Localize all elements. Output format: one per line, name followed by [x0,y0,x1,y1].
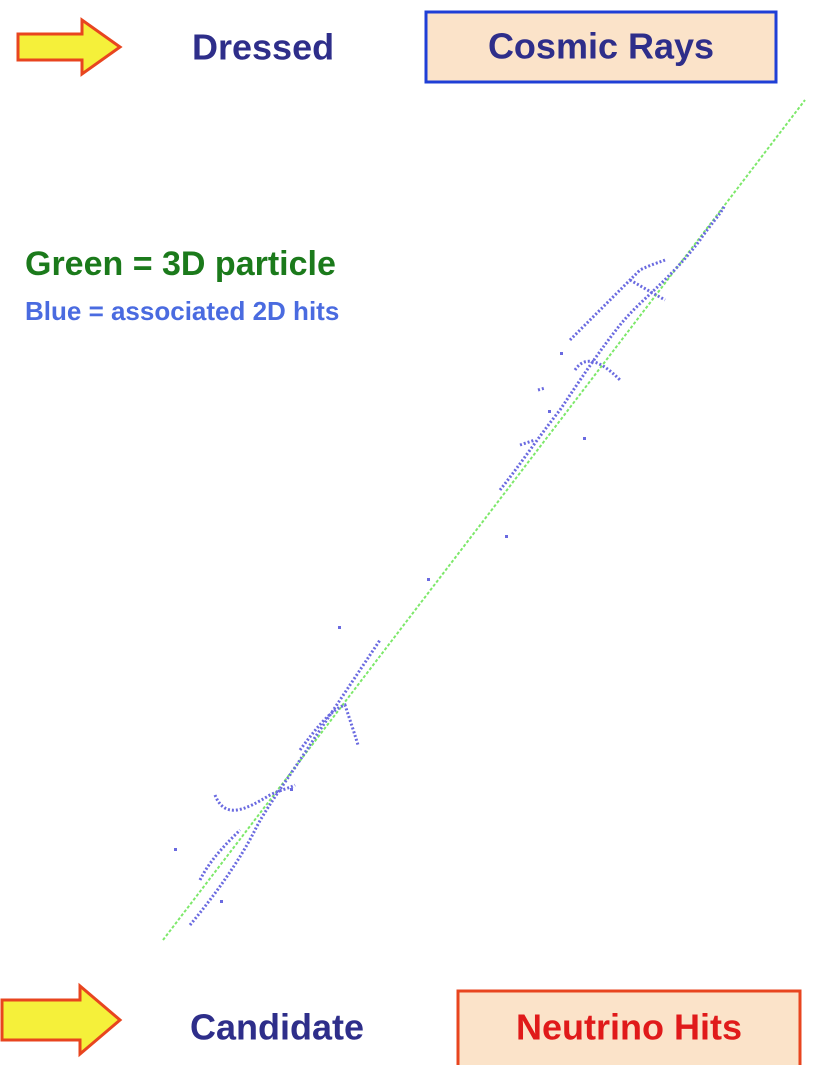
hit [548,410,551,413]
hit [583,437,586,440]
header-box-text: Cosmic Rays [488,26,714,67]
arrow [18,20,120,74]
footer-label: Candidate [190,1007,364,1048]
hit-trail [300,705,358,750]
hit-dots [174,352,586,903]
page: Dressed Cosmic Rays Green = 3D particle … [0,0,815,1065]
hit-trail [190,640,380,925]
hit [174,848,177,851]
hit-trail [215,785,295,810]
hit [220,900,223,903]
hit [338,626,341,629]
hit [427,578,430,581]
arrow [2,986,120,1054]
slide: Dressed Cosmic Rays Green = 3D particle … [0,0,815,1065]
hit-trail [200,830,240,880]
event-display [163,100,805,940]
header-label: Dressed [192,27,334,68]
hit [505,535,508,538]
legend-blue: Blue = associated 2D hits [25,296,339,326]
hit [290,788,293,791]
legend-green: Green = 3D particle [25,245,336,283]
hit [560,352,563,355]
footer-box-text: Neutrino Hits [516,1007,742,1048]
